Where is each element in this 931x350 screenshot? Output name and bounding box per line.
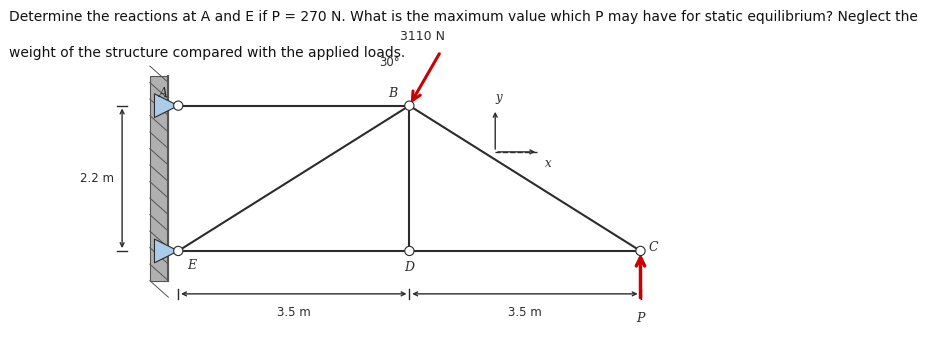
- Text: P: P: [636, 312, 644, 326]
- Circle shape: [636, 246, 645, 256]
- Text: B: B: [388, 87, 398, 100]
- Text: x: x: [545, 157, 551, 170]
- Text: E: E: [187, 259, 196, 272]
- Text: A: A: [159, 87, 169, 100]
- Text: C: C: [649, 241, 658, 254]
- Text: y: y: [495, 91, 502, 104]
- Circle shape: [173, 101, 182, 110]
- Circle shape: [405, 246, 414, 256]
- Polygon shape: [150, 76, 169, 281]
- Text: 2.2 m: 2.2 m: [80, 172, 115, 185]
- Text: Determine the reactions at A and E if P = 270 N. What is the maximum value which: Determine the reactions at A and E if P …: [9, 10, 918, 25]
- Text: 30°: 30°: [379, 56, 400, 69]
- Text: 3.5 m: 3.5 m: [277, 306, 311, 319]
- Text: weight of the structure compared with the applied loads.: weight of the structure compared with th…: [9, 46, 406, 60]
- Text: D: D: [404, 261, 414, 274]
- Polygon shape: [155, 94, 178, 118]
- Text: 3110 N: 3110 N: [399, 30, 445, 43]
- Polygon shape: [155, 239, 178, 263]
- Text: 3.5 m: 3.5 m: [508, 306, 542, 319]
- Circle shape: [173, 246, 182, 256]
- Circle shape: [405, 101, 414, 110]
